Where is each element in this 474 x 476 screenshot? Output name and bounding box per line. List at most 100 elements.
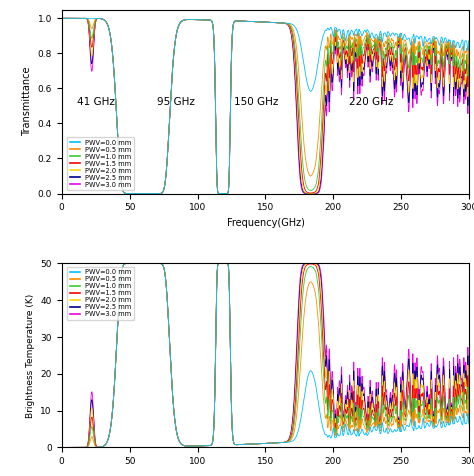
PWV=0.0 mm [59,15,64,21]
Text: 220 GHz: 220 GHz [349,98,393,108]
PWV=1.0 mm [156,191,162,197]
PWV=0.0 mm [463,421,469,426]
PWV=2.5 mm [242,19,247,24]
PWV=1.0 mm [466,421,472,427]
PWV=0.0 mm [59,445,64,450]
PWV=1.5 mm [156,260,162,266]
PWV=2.0 mm [154,260,159,266]
PWV=0.0 mm [466,37,472,43]
PWV=2.0 mm [466,420,472,426]
PWV=3.0 mm [59,445,64,450]
PWV=2.0 mm [59,445,64,450]
X-axis label: Frequency(GHz): Frequency(GHz) [227,218,304,228]
PWV=3.0 mm [158,261,164,267]
PWV=0.5 mm [59,15,64,21]
PWV=0.5 mm [463,49,469,55]
PWV=3.0 mm [140,191,146,197]
Line: PWV=3.0 mm: PWV=3.0 mm [62,18,469,194]
PWV=1.0 mm [59,445,64,450]
PWV=2.0 mm [136,260,142,266]
PWV=1.5 mm [212,358,218,364]
PWV=1.5 mm [466,38,472,44]
PWV=0.0 mm [463,38,469,44]
PWV=0.0 mm [154,191,159,197]
PWV=3.0 mm [212,358,218,364]
PWV=0.0 mm [242,442,247,447]
PWV=2.5 mm [212,358,218,364]
PWV=0.5 mm [156,191,162,197]
PWV=3.0 mm [59,15,64,21]
PWV=0.0 mm [212,358,218,364]
PWV=1.0 mm [212,98,218,103]
Line: PWV=0.5 mm: PWV=0.5 mm [62,18,469,194]
PWV=1.5 mm [158,261,164,267]
PWV=1.0 mm [242,442,247,447]
PWV=1.5 mm [59,15,64,21]
PWV=2.0 mm [158,190,164,196]
PWV=3.0 mm [154,191,159,197]
PWV=2.0 mm [242,19,247,24]
PWV=1.0 mm [158,261,164,267]
PWV=2.5 mm [466,39,472,45]
PWV=3.0 mm [212,98,218,103]
PWV=2.5 mm [59,445,64,450]
PWV=0.5 mm [242,19,247,24]
PWV=1.0 mm [242,19,247,24]
PWV=2.5 mm [158,261,164,267]
PWV=2.5 mm [158,190,164,196]
Line: PWV=0.0 mm: PWV=0.0 mm [62,18,469,194]
PWV=1.5 mm [154,191,159,197]
PWV=0.5 mm [156,260,162,266]
PWV=2.0 mm [212,98,218,103]
PWV=2.0 mm [212,358,218,364]
PWV=0.5 mm [242,442,247,447]
PWV=2.0 mm [156,191,162,197]
PWV=2.0 mm [242,442,247,447]
PWV=0.5 mm [466,421,472,427]
PWV=0.0 mm [158,261,164,267]
Text: 150 GHz: 150 GHz [234,98,278,108]
Y-axis label: Brightness Temperature (K): Brightness Temperature (K) [26,293,35,417]
Line: PWV=3.0 mm: PWV=3.0 mm [62,263,469,447]
Text: 41 GHz: 41 GHz [77,98,115,108]
PWV=0.5 mm [212,98,218,103]
PWV=1.0 mm [466,38,472,44]
PWV=2.5 mm [140,191,146,197]
PWV=2.0 mm [154,191,159,197]
PWV=2.5 mm [154,260,159,266]
PWV=2.5 mm [154,191,159,197]
PWV=3.0 mm [466,40,472,45]
PWV=3.0 mm [242,19,247,24]
PWV=3.0 mm [156,191,162,197]
PWV=1.0 mm [59,15,64,21]
PWV=0.0 mm [466,422,472,427]
PWV=2.0 mm [140,191,146,197]
PWV=1.5 mm [156,191,162,197]
PWV=2.0 mm [59,15,64,21]
PWV=0.5 mm [158,261,164,267]
PWV=0.0 mm [158,190,164,196]
PWV=1.0 mm [136,260,142,266]
Line: PWV=2.5 mm: PWV=2.5 mm [62,18,469,194]
Line: PWV=1.0 mm: PWV=1.0 mm [62,263,469,447]
PWV=3.0 mm [463,363,469,368]
PWV=2.0 mm [156,260,162,266]
Line: PWV=0.5 mm: PWV=0.5 mm [62,263,469,447]
PWV=2.5 mm [212,98,218,103]
PWV=1.5 mm [158,190,164,196]
PWV=0.5 mm [136,260,142,266]
PWV=1.0 mm [156,260,162,266]
PWV=1.0 mm [154,191,159,197]
PWV=1.5 mm [463,69,469,75]
PWV=0.5 mm [154,191,159,197]
PWV=0.5 mm [158,190,164,196]
PWV=0.5 mm [463,409,469,415]
Line: PWV=0.0 mm: PWV=0.0 mm [62,263,469,447]
PWV=1.0 mm [140,191,146,197]
PWV=0.5 mm [154,260,159,266]
PWV=3.0 mm [158,190,164,196]
PWV=2.5 mm [242,442,247,447]
PWV=2.5 mm [466,420,472,426]
PWV=2.0 mm [158,261,164,267]
PWV=1.0 mm [463,60,469,65]
